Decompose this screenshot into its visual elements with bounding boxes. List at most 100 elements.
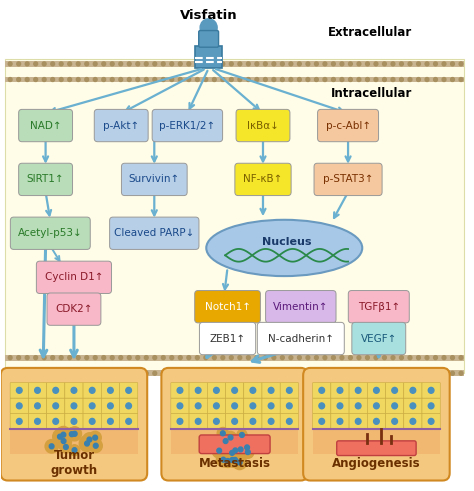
Circle shape	[89, 403, 95, 409]
FancyBboxPatch shape	[5, 59, 464, 373]
FancyBboxPatch shape	[244, 413, 262, 429]
Circle shape	[323, 371, 327, 375]
Circle shape	[178, 371, 182, 375]
Circle shape	[298, 78, 301, 82]
Circle shape	[232, 418, 237, 424]
Circle shape	[221, 355, 225, 359]
Circle shape	[221, 62, 225, 66]
Circle shape	[128, 371, 131, 375]
Circle shape	[51, 62, 55, 66]
FancyBboxPatch shape	[171, 413, 189, 429]
FancyBboxPatch shape	[235, 163, 291, 195]
FancyBboxPatch shape	[36, 261, 111, 294]
Circle shape	[365, 355, 369, 359]
Circle shape	[195, 403, 201, 409]
FancyBboxPatch shape	[280, 413, 299, 429]
Circle shape	[255, 62, 259, 66]
Circle shape	[374, 78, 378, 82]
Circle shape	[246, 62, 250, 66]
Circle shape	[374, 371, 378, 375]
FancyBboxPatch shape	[65, 382, 83, 398]
Text: Cyclin D1↑: Cyclin D1↑	[45, 273, 103, 282]
Circle shape	[281, 62, 284, 66]
Circle shape	[374, 62, 378, 66]
Circle shape	[53, 429, 67, 444]
Circle shape	[221, 457, 226, 462]
Circle shape	[217, 448, 221, 453]
Circle shape	[410, 387, 416, 393]
Circle shape	[69, 432, 74, 436]
Circle shape	[357, 371, 361, 375]
Circle shape	[119, 355, 123, 359]
Circle shape	[153, 62, 156, 66]
Circle shape	[61, 432, 66, 437]
Circle shape	[161, 371, 165, 375]
Circle shape	[272, 355, 276, 359]
Circle shape	[374, 387, 379, 393]
Circle shape	[238, 371, 242, 375]
FancyBboxPatch shape	[189, 413, 207, 429]
FancyBboxPatch shape	[119, 382, 138, 398]
Circle shape	[126, 387, 131, 393]
Circle shape	[93, 62, 97, 66]
Text: Visfatin: Visfatin	[180, 9, 237, 22]
Circle shape	[161, 62, 165, 66]
Circle shape	[408, 355, 412, 359]
Circle shape	[237, 460, 242, 465]
Circle shape	[76, 355, 80, 359]
FancyBboxPatch shape	[119, 398, 138, 413]
FancyBboxPatch shape	[257, 323, 344, 355]
Circle shape	[128, 355, 131, 359]
Circle shape	[272, 62, 276, 66]
Circle shape	[83, 433, 96, 446]
Circle shape	[17, 62, 20, 66]
Circle shape	[60, 441, 72, 453]
Circle shape	[233, 455, 246, 469]
FancyBboxPatch shape	[18, 163, 73, 195]
Circle shape	[459, 62, 463, 66]
Circle shape	[240, 440, 254, 455]
Circle shape	[246, 371, 250, 375]
Circle shape	[195, 371, 199, 375]
FancyBboxPatch shape	[0, 368, 147, 481]
FancyBboxPatch shape	[331, 398, 349, 413]
Circle shape	[212, 78, 216, 82]
Circle shape	[337, 418, 343, 424]
FancyBboxPatch shape	[65, 413, 83, 429]
Circle shape	[348, 62, 352, 66]
Circle shape	[442, 371, 446, 375]
Circle shape	[236, 444, 246, 455]
Text: TGFβ1↑: TGFβ1↑	[358, 301, 400, 312]
Circle shape	[178, 355, 182, 359]
Text: p-c-Abl↑: p-c-Abl↑	[326, 121, 371, 131]
Circle shape	[57, 434, 62, 439]
Circle shape	[128, 62, 131, 66]
Circle shape	[61, 438, 66, 443]
Circle shape	[434, 62, 438, 66]
Text: Notch1↑: Notch1↑	[205, 301, 251, 312]
FancyBboxPatch shape	[28, 413, 46, 429]
Text: p-Akt↑: p-Akt↑	[103, 121, 139, 131]
FancyBboxPatch shape	[171, 398, 189, 413]
Circle shape	[268, 418, 274, 424]
Circle shape	[35, 387, 40, 393]
Circle shape	[451, 78, 455, 82]
Circle shape	[200, 19, 217, 36]
Circle shape	[298, 62, 301, 66]
FancyBboxPatch shape	[189, 382, 207, 398]
Circle shape	[428, 387, 434, 393]
Circle shape	[108, 418, 113, 424]
Circle shape	[348, 355, 352, 359]
Circle shape	[239, 433, 244, 437]
Circle shape	[108, 387, 113, 393]
Circle shape	[85, 62, 89, 66]
Circle shape	[319, 387, 325, 393]
Circle shape	[319, 418, 325, 424]
Circle shape	[425, 78, 429, 82]
Circle shape	[102, 62, 106, 66]
Circle shape	[204, 371, 208, 375]
Circle shape	[110, 371, 114, 375]
Circle shape	[250, 387, 255, 393]
FancyBboxPatch shape	[404, 413, 422, 429]
Circle shape	[340, 371, 344, 375]
